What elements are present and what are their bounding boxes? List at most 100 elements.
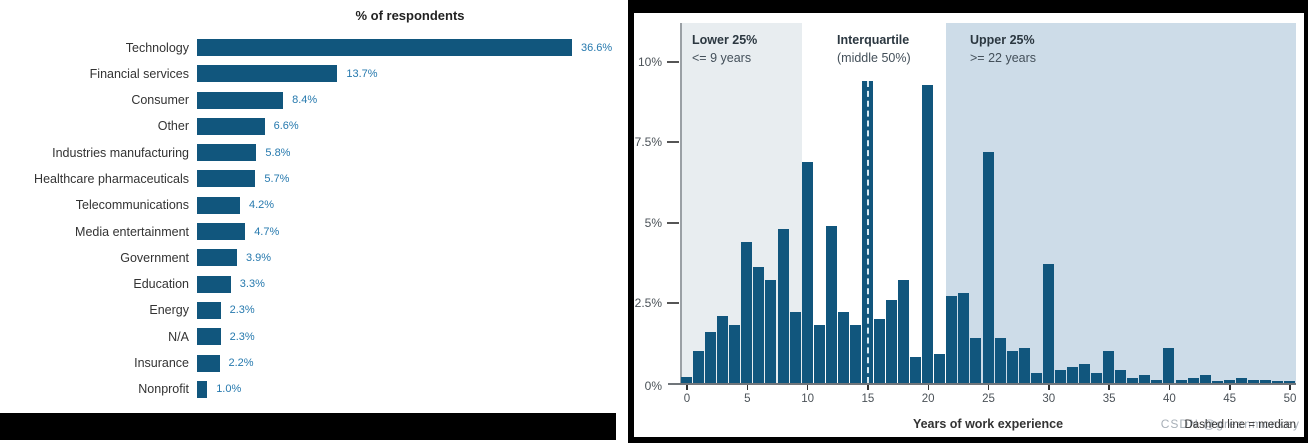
x-axis-title: Years of work experience <box>912 417 1064 431</box>
histogram-bar-year-19 <box>910 357 922 383</box>
histogram-bar-year-4 <box>729 325 741 383</box>
histogram-bar-year-33 <box>1079 363 1091 383</box>
x-tick-mark <box>1289 385 1291 390</box>
y-tick-mark <box>667 141 679 144</box>
industry-label: Technology <box>125 40 189 55</box>
industry-bar <box>197 91 284 109</box>
industry-value-label: 2.3% <box>229 330 255 343</box>
histogram-bar-year-16 <box>874 318 886 383</box>
industry-rows: Technology 36.6% Financial services 13.7% Co… <box>0 39 628 407</box>
industry-value-label: 36.6% <box>581 41 613 54</box>
x-axis-line <box>668 383 1296 385</box>
industry-row: Industries manufacturing 5.8% <box>0 144 628 162</box>
histogram-bar-year-12 <box>825 225 837 383</box>
x-tick-mark <box>1168 385 1171 390</box>
industry-bar <box>197 275 231 293</box>
industry-row: Technology 36.6% <box>0 39 628 56</box>
industry-bar <box>197 65 338 83</box>
histogram-bar-year-29 <box>1030 373 1042 383</box>
x-tick-label-15: 15 <box>861 393 875 405</box>
histogram-bar-year-41 <box>1175 379 1187 383</box>
histogram-bar-year-24 <box>970 338 982 383</box>
industry-label: Telecommunications <box>75 198 189 213</box>
histogram-bar-year-37 <box>1127 378 1139 383</box>
experience-histogram-frame: Lower 25% <= 9 years Interquartile (middle … <box>628 0 1308 443</box>
industry-row: Education 3.3% <box>0 275 628 293</box>
region-upper-25 <box>946 23 1297 383</box>
x-tick-label-40: 40 <box>1162 393 1176 405</box>
industry-value-label: 2.3% <box>229 304 255 317</box>
industry-value-label: 1.0% <box>216 383 242 396</box>
histogram-bar-year-26 <box>994 338 1006 383</box>
histogram-bar-year-45 <box>1223 379 1235 383</box>
industry-row: Media entertainment 4.7% <box>0 223 628 241</box>
industry-label: Financial services <box>89 66 189 81</box>
x-tick-label-50: 50 <box>1283 393 1297 405</box>
industry-value-label: 4.2% <box>249 199 275 212</box>
industry-row: Healthcare pharmaceuticals 5.7% <box>0 170 628 188</box>
histogram-bar-year-36 <box>1115 370 1127 383</box>
industry-bar <box>197 328 221 346</box>
x-tick-label-0: 0 <box>683 393 691 405</box>
x-tick-mark <box>806 385 809 390</box>
industry-bar <box>197 39 572 56</box>
industry-value-label: 2.2% <box>228 357 254 370</box>
y-tick-mark <box>667 301 679 304</box>
histogram-bar-year-43 <box>1199 375 1211 383</box>
x-tick-mark <box>1108 385 1110 390</box>
x-tick-mark <box>867 385 869 390</box>
histogram-bar-year-20 <box>922 84 934 383</box>
region-subtitle-upper: >= 22 years <box>970 51 1037 65</box>
x-tick-mark <box>746 385 749 390</box>
x-tick-label-25: 25 <box>982 393 995 405</box>
industry-bar <box>197 223 246 241</box>
x-tick-mark <box>1048 385 1050 390</box>
industry-row: Government 3.9% <box>0 249 628 267</box>
histogram-bar-year-47 <box>1247 379 1259 383</box>
histogram-bar-year-7 <box>765 280 777 383</box>
histogram-bar-year-39 <box>1151 379 1163 383</box>
y-tick-label-10%: 10% <box>637 55 662 69</box>
industry-row: Telecommunications 4.2% <box>0 196 628 214</box>
region-subtitle-lower: <= 9 years <box>692 51 752 65</box>
histogram-bar-year-8 <box>777 228 789 383</box>
x-tick-mark <box>686 385 688 390</box>
histogram-bar-year-21 <box>934 354 946 383</box>
x-tick-label-45: 45 <box>1223 393 1237 405</box>
industry-bar <box>197 196 240 214</box>
industry-bar <box>197 380 208 398</box>
histogram-bar-year-0 <box>681 376 693 383</box>
industry-bar <box>197 301 221 319</box>
y-tick-mark <box>667 221 679 224</box>
histogram-bar-year-35 <box>1103 350 1115 383</box>
x-tick-mark <box>927 385 929 390</box>
histogram-bar-year-40 <box>1163 347 1175 383</box>
histogram-bar-year-14 <box>849 325 861 383</box>
y-tick-label-7.5%: 7.5% <box>634 135 662 150</box>
industry-value-label: 5.8% <box>265 146 291 159</box>
industry-value-label: 4.7% <box>254 225 280 238</box>
histogram-bar-year-22 <box>946 296 958 383</box>
industry-label: Media entertainment <box>75 224 189 239</box>
histogram-bar-year-31 <box>1054 370 1066 383</box>
histogram-bar-year-18 <box>898 280 910 383</box>
industry-bar <box>197 170 256 188</box>
median-dashed-line <box>867 81 870 383</box>
histogram-bar-year-46 <box>1235 378 1247 383</box>
x-tick-label-5: 5 <box>744 393 751 405</box>
industry-value-label: 13.7% <box>346 67 378 80</box>
histogram-bar-year-32 <box>1066 366 1078 383</box>
industry-bar-chart-panel: % of respondents Technology 36.6% Financia… <box>0 0 628 443</box>
x-tick-label-30: 30 <box>1042 393 1056 405</box>
industry-label: Nonprofit <box>138 382 189 397</box>
industry-label: Government <box>120 250 189 265</box>
histogram-bar-year-50 <box>1284 381 1296 383</box>
industry-value-label: 8.4% <box>292 94 318 107</box>
industry-row: Insurance 2.2% <box>0 354 628 372</box>
histogram-bar-year-9 <box>789 312 801 383</box>
left-bottom-black-strip <box>0 413 616 440</box>
histogram-bar-year-11 <box>813 325 825 383</box>
industry-label: Healthcare pharmaceuticals <box>34 171 189 186</box>
industry-label: Consumer <box>131 93 189 108</box>
